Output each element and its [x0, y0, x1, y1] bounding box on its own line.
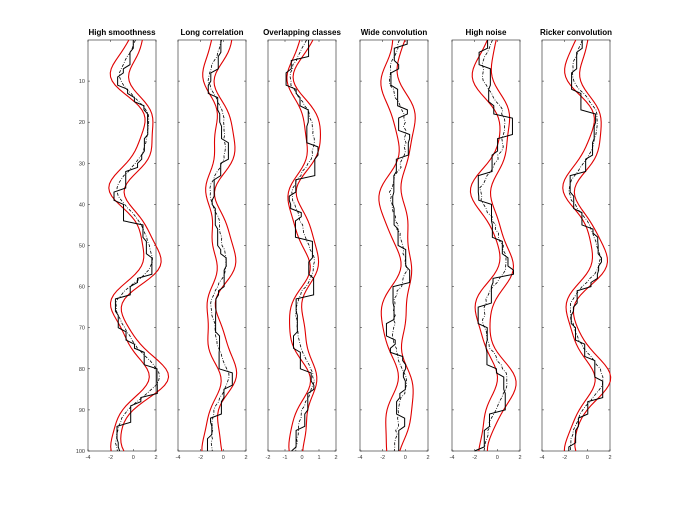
lower-bound-line — [378, 39, 402, 452]
lower-bound-line — [469, 39, 501, 452]
upper-bound-line — [572, 39, 612, 452]
x-tick-label: 2 — [608, 455, 611, 461]
x-tick-label: 2 — [244, 455, 247, 461]
y-tick-label: 70 — [79, 326, 85, 332]
true-trace-line — [285, 40, 319, 452]
y-tick-label: 30 — [79, 161, 85, 167]
y-tick-label: 60 — [79, 285, 85, 291]
panel-4: Wide convolution -4 -2 0 2 — [358, 28, 430, 461]
panel-5: High noise -4 -2 0 2 — [450, 28, 522, 461]
x-tick-label: 0 — [222, 455, 225, 461]
x-tick-label: -4 — [450, 455, 455, 461]
x-tick-label: 2 — [154, 455, 157, 461]
x-tick-label: 1 — [317, 455, 320, 461]
panel-title: Ricker convolution — [540, 28, 612, 37]
y-tick-label: 100 — [76, 449, 85, 455]
x-tick-label: 2 — [334, 455, 337, 461]
x-tick-label: -2 — [472, 455, 477, 461]
y-tick-label: 20 — [79, 120, 85, 126]
x-tick-label: -4 — [86, 455, 91, 461]
lower-bound-line — [108, 39, 150, 452]
x-tick-label: -1 — [283, 455, 288, 461]
lower-bound-line — [286, 39, 312, 452]
axes-box — [177, 39, 247, 452]
true-trace-line — [474, 40, 514, 452]
true-trace-line — [385, 40, 411, 451]
x-tick-label: -4 — [540, 455, 545, 461]
upper-bound-line — [486, 39, 517, 452]
upper-bound-line — [213, 39, 238, 452]
x-tick-label: -2 — [380, 455, 385, 461]
x-tick-label: -2 — [266, 455, 271, 461]
lower-bound-line — [562, 39, 596, 452]
estimate-line — [115, 39, 160, 452]
true-trace-line — [206, 40, 233, 451]
panel-title: Wide convolution — [361, 28, 428, 37]
y-tick-label: 80 — [79, 367, 85, 373]
x-tick-label: 0 — [586, 455, 589, 461]
y-tick-label: 40 — [79, 202, 85, 208]
panel-title: High noise — [466, 28, 507, 37]
upper-bound-line — [292, 39, 322, 452]
y-tick-label: 10 — [79, 79, 85, 85]
y-tick-label: 90 — [79, 408, 85, 414]
panel-title: High smoothness — [88, 28, 156, 37]
estimate-line — [289, 39, 316, 452]
panel-6: Ricker convolution -4 -2 0 2 — [540, 28, 613, 461]
x-tick-label: -4 — [358, 455, 363, 461]
upper-bound-line — [120, 39, 170, 452]
x-tick-label: 2 — [518, 455, 521, 461]
upper-bound-line — [396, 39, 416, 452]
y-tick-label: 50 — [79, 244, 85, 250]
panel-title: Long correlation — [180, 28, 243, 37]
panel-title: Overlapping classes — [263, 28, 341, 37]
axes-box — [87, 39, 157, 452]
panel-2: Long correlation -4 -2 0 2 — [176, 28, 248, 461]
x-tick-label: 0 — [404, 455, 407, 461]
x-tick-label: 0 — [300, 455, 303, 461]
x-tick-label: -2 — [108, 455, 113, 461]
x-tick-label: 2 — [426, 455, 429, 461]
true-trace-line — [113, 40, 158, 452]
lower-bound-line — [201, 39, 222, 452]
true-trace-line — [568, 40, 604, 451]
axes-box — [451, 39, 521, 452]
x-tick-label: -4 — [176, 455, 181, 461]
axes-box — [359, 39, 429, 452]
x-tick-label: 0 — [496, 455, 499, 461]
x-tick-label: -2 — [562, 455, 567, 461]
estimate-line — [207, 39, 230, 452]
panel-3: Overlapping classes -2 -1 0 1 2 — [263, 28, 341, 461]
x-tick-label: -2 — [198, 455, 203, 461]
estimate-line — [479, 39, 508, 452]
x-tick-label: 0 — [132, 455, 135, 461]
